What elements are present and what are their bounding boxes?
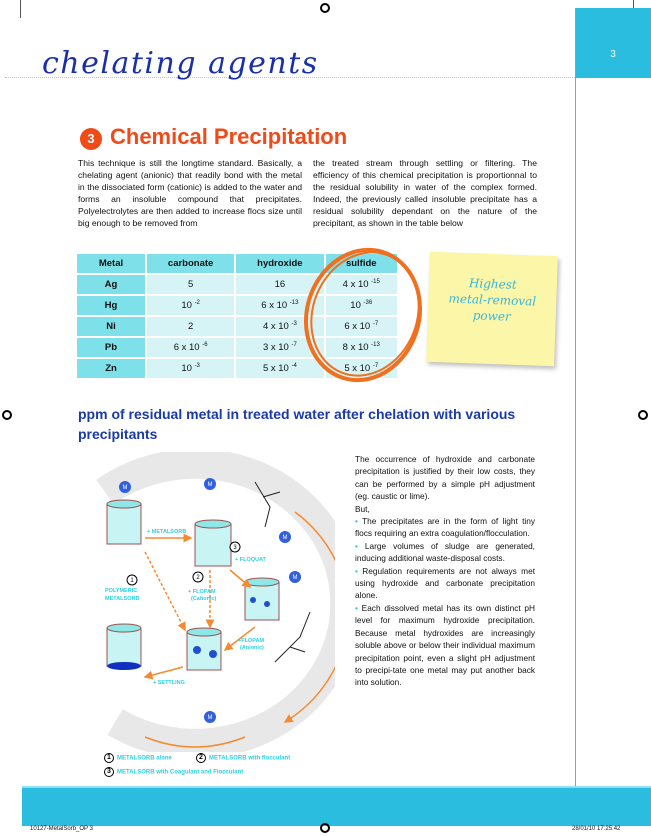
tank-4 bbox=[186, 627, 222, 671]
svg-text:M: M bbox=[208, 715, 213, 721]
step-2: 2 bbox=[196, 575, 200, 581]
svg-text:M: M bbox=[283, 535, 288, 541]
cell-sulfide: 4 x 10 -15 bbox=[325, 275, 397, 294]
registration-mark-icon bbox=[2, 410, 12, 420]
cell-metal: Ag bbox=[77, 275, 145, 294]
cell-hydroxide: 5 x 10 -4 bbox=[236, 359, 324, 378]
tank-5 bbox=[106, 623, 142, 670]
table-row: Hg 10 -2 6 x 10 -13 10 -36 bbox=[77, 296, 397, 315]
registration-mark-icon bbox=[320, 3, 330, 13]
cell-carbonate: 10 -2 bbox=[147, 296, 235, 315]
header-rule bbox=[5, 77, 575, 78]
side-intro: The occurrence of hydroxide and carbonat… bbox=[355, 454, 535, 502]
section-title: chelating agents bbox=[42, 46, 319, 81]
registration-mark-icon bbox=[320, 823, 330, 833]
label-flopam-cationic: + FLOPAM bbox=[188, 589, 216, 595]
svg-text:M: M bbox=[123, 485, 128, 491]
legend-item-2: 2 METALSORB with flocculant bbox=[196, 753, 290, 763]
footer-file: 10127-MetalSorb_OP 3 bbox=[30, 826, 93, 832]
label-anionic: (Anionic) bbox=[240, 645, 264, 651]
step-number-badge: 3 bbox=[80, 128, 102, 150]
cell-sulfide: 10 -36 bbox=[325, 296, 397, 315]
table-row: Ag 5 16 4 x 10 -15 bbox=[77, 275, 397, 294]
side-but: But, bbox=[355, 503, 370, 514]
footer-band bbox=[22, 786, 651, 826]
label-floquat: + FLOQUAT bbox=[235, 557, 267, 563]
cell-hydroxide: 6 x 10 -13 bbox=[236, 296, 324, 315]
col-header: Metal bbox=[77, 254, 145, 273]
label-polymeric-metalsorb: METALSORB bbox=[105, 596, 139, 602]
label-cationic: (Cationic) bbox=[191, 596, 217, 602]
tank-1 bbox=[106, 499, 142, 545]
cell-sulfide: 6 x 10 -7 bbox=[325, 317, 397, 336]
cell-hydroxide: 3 x 10 -7 bbox=[236, 338, 324, 357]
side-text: The occurrence of hydroxide and carbonat… bbox=[355, 454, 535, 688]
cell-metal: Ni bbox=[77, 317, 145, 336]
table-row: Zn 10 -3 5 x 10 -4 5 x 10 -7 bbox=[77, 359, 397, 378]
col-header: carbonate bbox=[147, 254, 235, 273]
sticky-note: Highest metal-removal power bbox=[426, 251, 558, 367]
legend-item-1: 1 METALSORB alone bbox=[104, 753, 172, 763]
left-paragraph: This technique is still the longtime sta… bbox=[78, 158, 302, 228]
label-flopam-anionic: +FLOPAM bbox=[238, 638, 264, 644]
cell-carbonate: 2 bbox=[147, 317, 235, 336]
col-header: hydroxide bbox=[236, 254, 324, 273]
cell-metal: Zn bbox=[77, 359, 145, 378]
legend-item-3: 3 METALSORB with Coagulant and Flocculant bbox=[104, 767, 243, 777]
cell-hydroxide: 16 bbox=[236, 275, 324, 294]
solubility-table: Metal carbonate hydroxide sulfide Ag 5 16… bbox=[75, 252, 399, 380]
crop-mark-left bbox=[20, 0, 21, 18]
cell-carbonate: 10 -3 bbox=[147, 359, 235, 378]
note-line: power bbox=[472, 308, 511, 324]
margin-line bbox=[575, 8, 576, 786]
subheading: ppm of residual metal in treated water a… bbox=[78, 406, 516, 442]
cell-carbonate: 6 x 10 -6 bbox=[147, 338, 235, 357]
label-polymeric: POLYMERIC bbox=[105, 588, 137, 594]
table-row: Pb 6 x 10 -6 3 x 10 -7 8 x 10 -13 bbox=[77, 338, 397, 357]
tank-3 bbox=[244, 577, 280, 621]
cell-carbonate: 5 bbox=[147, 275, 235, 294]
cell-sulfide: 8 x 10 -13 bbox=[325, 338, 397, 357]
bullet: Each dissolved metal has its own distinc… bbox=[355, 602, 535, 688]
label-settling: + SETTLING bbox=[153, 680, 185, 686]
page-number-tab: 3 bbox=[575, 8, 651, 78]
svg-text:M: M bbox=[208, 482, 213, 488]
tank-2 bbox=[194, 519, 232, 567]
right-paragraph: the treated stream through settling or f… bbox=[313, 158, 537, 228]
col-header: sulfide bbox=[325, 254, 397, 273]
page-number: 3 bbox=[610, 49, 616, 60]
svg-text:M: M bbox=[293, 575, 298, 581]
footer-date: 28/01/10 17:25:42 bbox=[572, 826, 621, 832]
precipitation-diagram: + METALSORB + FLOQUAT POLYMERIC METALSOR… bbox=[96, 452, 335, 752]
process-ring bbox=[96, 452, 335, 752]
section-heading: Chemical Precipitation bbox=[110, 124, 348, 149]
highlight-circle bbox=[303, 247, 423, 383]
table-row: Ni 2 4 x 10 -3 6 x 10 -7 bbox=[77, 317, 397, 336]
step-1: 1 bbox=[130, 578, 134, 584]
metal-ions: M M M M M bbox=[119, 478, 301, 723]
registration-mark-icon bbox=[638, 410, 648, 420]
cell-metal: Pb bbox=[77, 338, 145, 357]
label-metalsorb: + METALSORB bbox=[147, 529, 186, 535]
bullet: The precipitates are in the form of ligh… bbox=[355, 516, 535, 539]
bullet: Regulation requirements are not always m… bbox=[355, 565, 535, 601]
cell-hydroxide: 4 x 10 -3 bbox=[236, 317, 324, 336]
bullet: Large volumes of sludge are generated, i… bbox=[355, 540, 535, 564]
cell-metal: Hg bbox=[77, 296, 145, 315]
step-3: 3 bbox=[233, 545, 237, 551]
